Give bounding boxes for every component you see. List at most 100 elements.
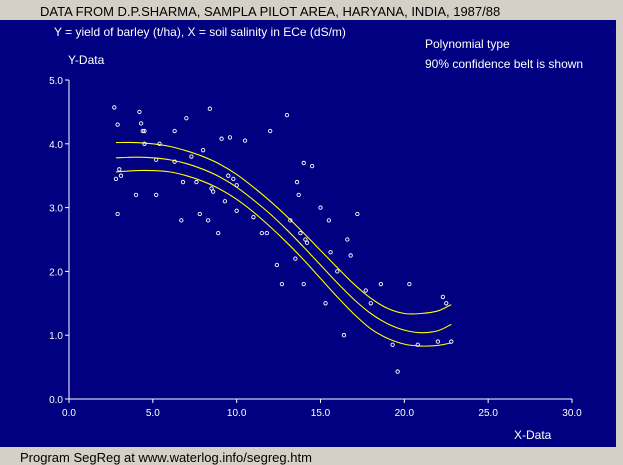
data-point	[288, 218, 293, 223]
data-point	[323, 301, 328, 306]
data-point	[172, 159, 177, 164]
data-point	[268, 128, 273, 134]
y-tick-label: 2.0	[49, 267, 63, 278]
data-point	[341, 333, 347, 338]
data-point	[378, 282, 384, 287]
y-tick-label: 3.0	[49, 204, 63, 215]
data-point	[303, 237, 308, 242]
data-point	[154, 157, 159, 162]
x-tick-label: 0.0	[62, 408, 76, 419]
data-point	[113, 176, 119, 182]
data-point	[415, 342, 420, 347]
regression-curves	[115, 141, 452, 347]
x-tick-label: 10.0	[227, 408, 247, 419]
data-point	[197, 211, 202, 217]
data-point	[407, 282, 412, 287]
data-point	[189, 154, 194, 159]
data-point	[326, 218, 332, 223]
data-point	[117, 167, 122, 172]
data-point	[142, 128, 147, 134]
data-point	[194, 179, 199, 185]
confidence-belt-text: 90% confidence belt is shown	[425, 57, 583, 71]
data-point	[318, 205, 323, 210]
data-point	[328, 250, 333, 255]
data-point	[444, 301, 449, 306]
data-point	[301, 160, 306, 166]
data-point	[140, 128, 145, 134]
data-point	[304, 240, 310, 245]
data-point	[157, 141, 162, 146]
data-point	[264, 230, 269, 236]
chart-canvas: Y = yield of barley (t/ha), X = soil sal…	[49, 25, 583, 442]
data-point	[234, 183, 239, 188]
data-point	[395, 369, 400, 374]
data-point	[207, 106, 212, 111]
data-point	[298, 230, 303, 236]
data-point	[279, 282, 285, 287]
data-points	[112, 105, 454, 374]
window-title: DATA FROM D.P.SHARMA, SAMPLA PILOT AREA,…	[40, 4, 501, 19]
data-point	[390, 342, 395, 347]
data-point	[293, 256, 298, 261]
data-point	[368, 301, 373, 306]
data-point	[206, 218, 211, 223]
y-axis-label: Y-Data	[68, 53, 105, 67]
y-tick-label: 1.0	[49, 331, 63, 342]
data-point	[251, 215, 256, 220]
upper-confidence-curve	[115, 141, 452, 315]
x-tick-label: 5.0	[146, 408, 160, 419]
data-point	[179, 218, 184, 223]
data-point	[345, 237, 350, 242]
data-point	[211, 189, 216, 194]
data-point	[115, 211, 120, 217]
data-point	[296, 192, 301, 197]
data-point	[309, 163, 315, 169]
data-point	[142, 141, 147, 146]
data-point	[294, 179, 300, 185]
data-point	[440, 294, 446, 300]
data-point	[449, 339, 454, 344]
data-point	[222, 199, 228, 204]
data-point	[301, 282, 306, 287]
data-point	[172, 128, 177, 134]
y-tick-label: 5.0	[49, 76, 63, 87]
data-point	[363, 288, 368, 293]
footer-credit: Program SegReg at www.waterlog.info/segr…	[20, 450, 312, 465]
data-point	[216, 230, 221, 236]
chart-subtitle: Y = yield of barley (t/ha), X = soil sal…	[54, 25, 346, 39]
data-point	[133, 192, 139, 197]
data-point	[184, 116, 189, 121]
model-type-text: Polynomial type	[425, 37, 510, 51]
data-point	[348, 253, 353, 258]
data-point	[138, 121, 144, 126]
x-tick-label: 25.0	[478, 408, 498, 419]
data-point	[227, 135, 233, 140]
data-point	[137, 109, 142, 115]
data-point	[115, 122, 120, 127]
x-tick-label: 20.0	[395, 408, 415, 419]
plot-panel: Y = yield of barley (t/ha), X = soil sal…	[0, 20, 616, 447]
data-point	[435, 339, 441, 344]
data-point	[180, 179, 186, 185]
data-point	[242, 138, 248, 143]
data-point	[154, 192, 159, 197]
y-tick-label: 4.0	[49, 140, 63, 151]
x-tick-label: 30.0	[562, 408, 582, 419]
data-point	[209, 186, 214, 191]
data-point	[274, 262, 280, 268]
x-axis-label: X-Data	[514, 428, 552, 442]
data-point	[219, 136, 224, 141]
data-point	[335, 269, 340, 274]
y-tick-label: 0.0	[49, 395, 63, 406]
fit-curve	[115, 156, 452, 334]
data-point	[226, 173, 231, 178]
data-point	[234, 208, 239, 213]
lower-confidence-curve	[115, 169, 452, 347]
x-tick-label: 15.0	[311, 408, 331, 419]
data-point	[284, 112, 290, 118]
data-point	[355, 211, 360, 217]
data-point	[200, 148, 206, 153]
data-point	[118, 173, 124, 178]
data-point	[231, 176, 236, 182]
data-point	[259, 230, 264, 236]
